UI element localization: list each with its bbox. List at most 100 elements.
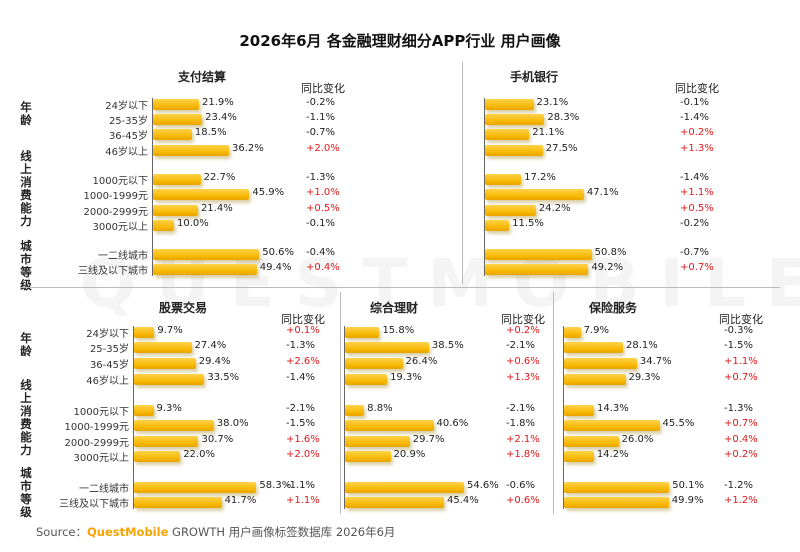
bar: [153, 145, 230, 156]
bar: [564, 436, 619, 447]
data-label: 23.4%: [205, 112, 237, 123]
bar: [153, 129, 192, 140]
bar: [345, 358, 403, 369]
data-label: 36.2%: [232, 143, 264, 154]
category-label: 25-35岁: [89, 344, 129, 355]
divider-vertical: [553, 292, 554, 514]
divider-horizontal: [20, 287, 780, 288]
data-label: 50.1%: [672, 480, 704, 491]
data-label: 18.5%: [194, 127, 227, 138]
data-label: 20.9%: [393, 449, 426, 460]
category-label: 三线及以下城市: [78, 266, 148, 277]
chart-title: 2026年6月 各金融理财细分APP行业 用户画像: [239, 32, 561, 50]
bar: [134, 451, 181, 462]
data-label: 28.1%: [626, 340, 658, 351]
change-header: 同比变化: [301, 82, 345, 95]
data-label: 50.8%: [594, 247, 627, 258]
bar: [485, 189, 584, 200]
source-note: Source：QuestMobile GROWTH 用户画像标签数据库 2026…: [36, 524, 395, 540]
change-value: +1.1%: [724, 356, 758, 367]
data-label: 11.5%: [512, 218, 544, 229]
category-label: 46岁以上: [86, 376, 129, 387]
data-label: 30.7%: [201, 434, 234, 445]
source-prefix: Source：: [36, 525, 87, 539]
category-label: 46岁以上: [105, 147, 148, 158]
axis-line: [563, 326, 564, 509]
bar: [485, 205, 536, 216]
axis-line: [484, 98, 485, 276]
bar: [564, 420, 660, 431]
data-label: 21.9%: [201, 97, 234, 108]
change-value: +0.7%: [724, 418, 758, 429]
bar: [153, 249, 260, 260]
bar: [134, 497, 222, 508]
data-label: 27.4%: [194, 340, 227, 351]
data-label: 17.2%: [524, 172, 556, 183]
bar: [345, 497, 444, 508]
data-label: 8.8%: [367, 403, 393, 414]
bar: [485, 220, 510, 231]
category-label: 24岁以下: [86, 329, 129, 340]
bar: [345, 420, 434, 431]
data-label: 33.5%: [207, 372, 240, 383]
bar: [564, 358, 637, 369]
change-header: 同比变化: [719, 313, 763, 326]
category-label: 24岁以下: [105, 101, 148, 112]
category-label: 三线及以下城市: [59, 499, 129, 510]
change-value: +2.1%: [506, 434, 540, 445]
category-label: 一二线城市: [79, 484, 129, 495]
category-label: 3000元以上: [92, 222, 148, 233]
data-label: 40.6%: [436, 418, 469, 429]
change-value: -0.6%: [506, 480, 536, 491]
data-label: 26.4%: [405, 356, 438, 367]
change-value: -1.3%: [286, 340, 316, 351]
bar: [345, 451, 391, 462]
data-label: 54.6%: [467, 480, 499, 491]
change-value: +2.0%: [306, 143, 340, 154]
bar: [134, 342, 192, 353]
axis-line: [152, 98, 153, 276]
change-value: -1.4%: [286, 372, 316, 383]
group-label: 年龄: [20, 331, 32, 358]
bar: [485, 114, 545, 125]
change-value: -1.4%: [680, 112, 710, 123]
bar: [153, 220, 174, 231]
group-label: 线上消费能力: [20, 149, 32, 228]
change-value: +0.2%: [680, 127, 714, 138]
panel-title: 保险服务: [588, 301, 637, 315]
change-value: +1.1%: [680, 187, 714, 198]
bar: [153, 205, 198, 216]
bar: [134, 420, 214, 431]
data-label: 29.3%: [628, 372, 661, 383]
category-label: 25-35岁: [108, 116, 148, 127]
data-label: 41.7%: [224, 495, 257, 506]
data-label: 58.3%: [259, 480, 292, 491]
change-value: -0.7%: [306, 127, 336, 138]
axis-line: [133, 326, 134, 509]
data-label: 21.1%: [532, 127, 565, 138]
data-label: 26.0%: [621, 434, 654, 445]
data-label: 22.7%: [203, 172, 236, 183]
change-value: -2.1%: [506, 403, 536, 414]
change-value: -0.7%: [680, 247, 710, 258]
change-value: -1.2%: [724, 480, 754, 491]
change-value: -0.2%: [680, 218, 710, 229]
data-label: 38.5%: [431, 340, 464, 351]
change-value: -0.4%: [306, 247, 336, 258]
group-label: 城市等级: [20, 466, 32, 519]
change-value: +0.5%: [306, 203, 340, 214]
bar: [134, 436, 199, 447]
category-label: 2000-2999元: [83, 207, 148, 218]
data-label: 9.7%: [157, 325, 183, 336]
change-value: -1.3%: [306, 172, 336, 183]
group-label: 年龄: [20, 100, 32, 127]
data-label: 45.5%: [662, 418, 695, 429]
bar: [134, 405, 154, 416]
data-label: 14.2%: [596, 449, 629, 460]
change-value: +0.7%: [724, 372, 758, 383]
panel-title: 支付结算: [177, 70, 226, 84]
axis-line: [344, 326, 345, 509]
bar: [134, 374, 205, 385]
change-value: -1.1%: [286, 480, 316, 491]
bar: [153, 174, 201, 185]
